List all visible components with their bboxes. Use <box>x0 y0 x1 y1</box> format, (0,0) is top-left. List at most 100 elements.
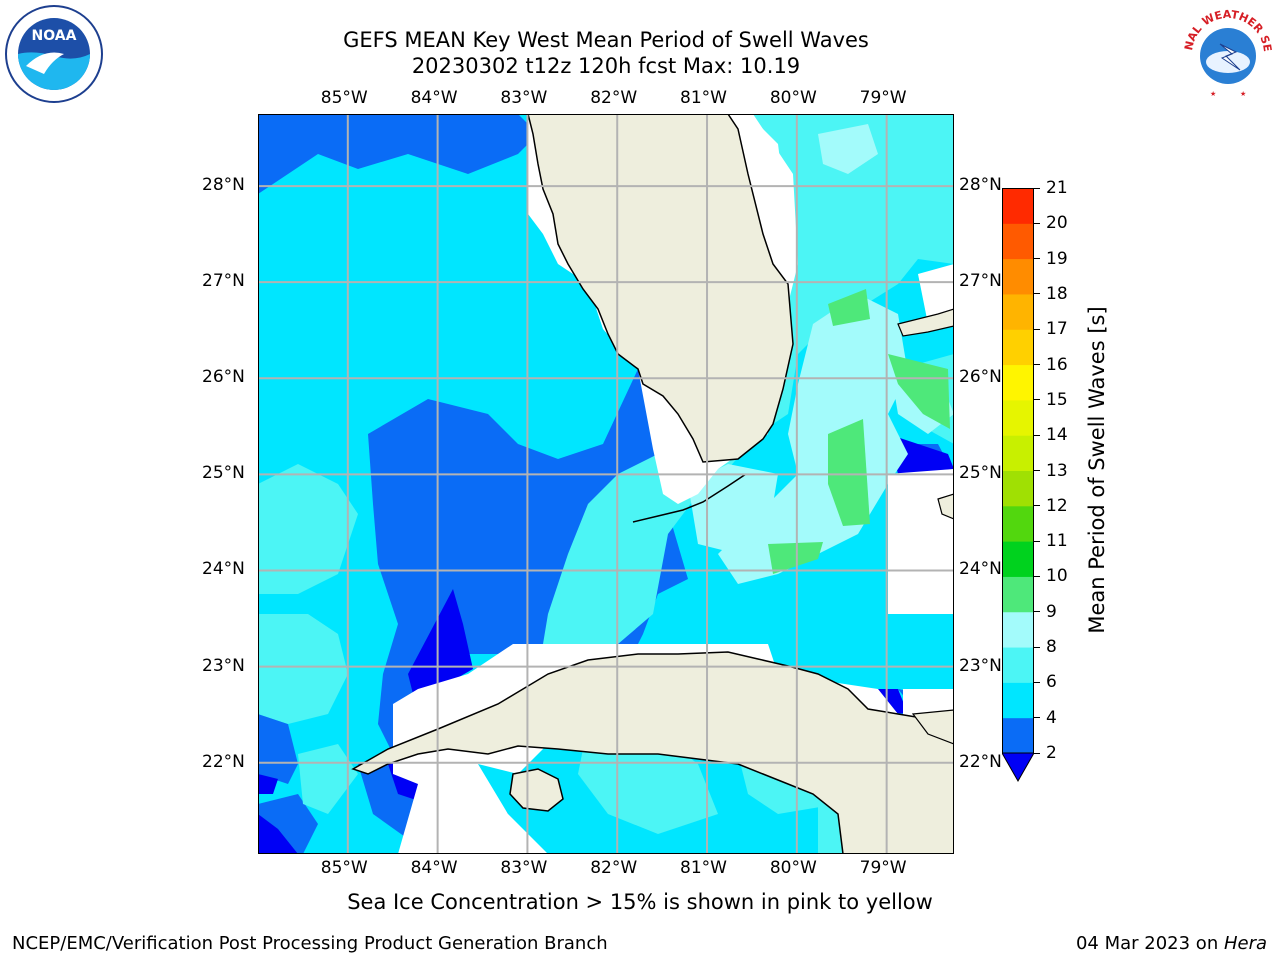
longitude-label: 84°W <box>410 858 458 878</box>
bahamas-land <box>897 308 954 337</box>
colorbar-tick <box>1034 364 1040 366</box>
latitude-label: 25°N <box>959 463 1002 484</box>
longitude-label: 82°W <box>590 858 638 878</box>
latitude-label: 23°N <box>202 655 245 676</box>
colorbar-label: 4 <box>1046 707 1057 728</box>
colorbar-bin <box>1002 188 1034 224</box>
colorbar-label: 12 <box>1046 495 1068 516</box>
colorbar-bin <box>1002 293 1034 330</box>
longitude-label: 81°W <box>680 858 727 878</box>
colorbar-label: 21 <box>1046 178 1068 198</box>
colorbar-bin <box>1002 576 1034 613</box>
colorbar-tick <box>1034 258 1040 260</box>
colorbar-tick <box>1034 399 1040 401</box>
colorbar-bin <box>1002 470 1034 507</box>
longitude-label: 84°W <box>410 88 458 108</box>
latitude-label: 28°N <box>202 175 245 196</box>
latitude-label: 23°N <box>959 655 1002 676</box>
colorbar-label: 18 <box>1046 283 1068 304</box>
colorbar-tick <box>1034 646 1040 648</box>
latitude-label: 24°N <box>202 559 245 580</box>
latitude-label: 24°N <box>959 559 1002 580</box>
colorbar-tick <box>1034 328 1040 330</box>
colorbar-label: 6 <box>1046 672 1057 693</box>
cuba-land <box>351 651 954 854</box>
colorbar-bin <box>1002 611 1034 648</box>
colorbar-tick <box>1034 681 1040 683</box>
colorbar-bin <box>1002 505 1034 542</box>
colorbar-label: 16 <box>1046 354 1068 375</box>
longitude-label: 85°W <box>320 88 368 108</box>
colorbar-label: 17 <box>1046 319 1068 340</box>
svg-text:★: ★ <box>1210 90 1216 98</box>
colorbar-label: 19 <box>1046 248 1068 269</box>
colorbar-label: 9 <box>1046 601 1057 622</box>
latitude-label: 22°N <box>202 751 245 772</box>
latitude-label: 28°N <box>959 175 1002 196</box>
colorbar-label: 10 <box>1046 566 1068 587</box>
colorbar-label: 2 <box>1046 743 1057 763</box>
longitude-label: 83°W <box>500 88 548 108</box>
footer-date: 04 Mar 2023 on Hera <box>1075 933 1267 954</box>
colorbar-tick <box>1034 540 1040 542</box>
sea-ice-note: Sea Ice Concentration > 15% is shown in … <box>347 890 933 914</box>
svg-text:★: ★ <box>1240 90 1246 98</box>
colorbar-tick <box>1034 470 1040 471</box>
colorbar-label: 8 <box>1046 637 1057 658</box>
colorbar-bin <box>1002 364 1034 401</box>
colorbar-label: 13 <box>1046 460 1068 481</box>
colorbar-label: 14 <box>1046 425 1068 446</box>
colorbar-bin <box>1002 647 1034 683</box>
colorbar-tick <box>1034 222 1040 224</box>
latitude-label: 27°N <box>202 271 245 292</box>
longitude-label: 83°W <box>500 858 548 878</box>
nws-logo: NATIONAL WEATHER SERVICE ★ ★ <box>1178 4 1275 101</box>
longitude-label: 79°W <box>859 858 907 878</box>
longitude-label: 79°W <box>859 88 907 108</box>
longitude-label: 82°W <box>590 88 638 108</box>
chart-subtitle: 20230302 t12z 120h fcst Max: 10.19 <box>411 54 801 78</box>
colorbar-bin <box>1002 717 1034 754</box>
latitude-label: 26°N <box>202 367 245 388</box>
colorbar-bin <box>1002 682 1034 719</box>
longitude-label: 85°W <box>320 858 368 878</box>
latitude-label: 26°N <box>959 367 1002 388</box>
noaa-logo: NOAA <box>5 5 103 103</box>
colorbar-tick <box>1034 752 1040 754</box>
colorbar-bin <box>1002 329 1034 366</box>
longitude-label: 80°W <box>769 88 817 108</box>
colorbar-tick <box>1034 575 1040 577</box>
florida-keys <box>632 473 747 523</box>
colorbar-title: Mean Period of Swell Waves [s] <box>1085 306 1109 634</box>
colorbar <box>1002 188 1034 783</box>
colorbar-tick <box>1034 434 1040 436</box>
colorbar-bin <box>1002 541 1034 577</box>
graticule <box>258 114 954 854</box>
colorbar-bin <box>1002 223 1034 260</box>
colorbar-under-extension <box>1002 752 1034 783</box>
chart-title: GEFS MEAN Key West Mean Period of Swell … <box>343 28 869 52</box>
colorbar-tick <box>1034 187 1040 189</box>
longitude-label: 80°W <box>769 858 817 878</box>
colorbar-bin <box>1002 435 1034 471</box>
footer-credit: NCEP/EMC/Verification Post Processing Pr… <box>12 933 608 954</box>
colorbar-label: 15 <box>1046 389 1068 410</box>
colorbar-tick <box>1034 717 1040 719</box>
longitude-label: 81°W <box>680 88 727 108</box>
colorbar-bin <box>1002 399 1034 436</box>
footer-machine: Hera <box>1223 933 1267 954</box>
colorbar-tick <box>1034 293 1040 295</box>
florida-land <box>527 114 794 463</box>
colorbar-tick <box>1034 505 1040 507</box>
noaa-logo-text: NOAA <box>32 28 77 44</box>
colorbar-label: 11 <box>1046 531 1068 552</box>
colorbar-bin <box>1002 258 1034 295</box>
latitude-label: 25°N <box>202 463 245 484</box>
colorbar-label: 20 <box>1046 213 1068 234</box>
latitude-label: 22°N <box>959 751 1002 772</box>
colorbar-tick <box>1034 611 1040 613</box>
latitude-label: 27°N <box>959 271 1002 292</box>
isle-of-youth-land <box>509 768 564 812</box>
map-panel <box>258 114 954 854</box>
swell-period-9-10 <box>768 289 950 574</box>
